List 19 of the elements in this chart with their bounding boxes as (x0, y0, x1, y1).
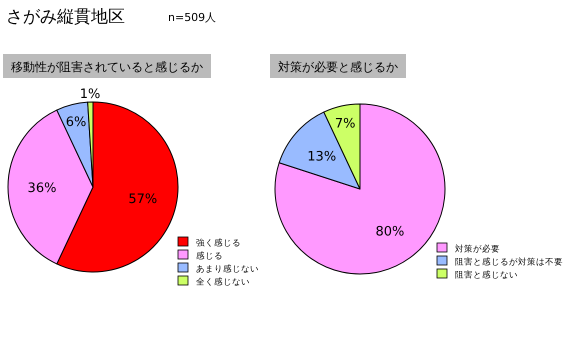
chart-title: 対策が必要と感じるか (278, 60, 398, 74)
legend-label: 強く感じる (196, 238, 241, 248)
chart-title: 移動性が阻害されていると感じるか (11, 60, 203, 74)
data-label: 7% (334, 116, 356, 132)
legend-label: 阻害と感じるが対策は不要 (455, 256, 563, 268)
legend-label: 阻害と感じない (455, 270, 518, 280)
legend-label: 対策が必要 (455, 244, 500, 254)
legend-label: あまり感じない (196, 264, 259, 274)
legend-label: 感じる (196, 250, 223, 262)
text: n=509人 (168, 11, 216, 24)
data-label: 80% (376, 224, 404, 240)
data-label: 57% (128, 192, 158, 208)
data-label: 36% (28, 181, 56, 196)
pie-slice (274, 104, 446, 274)
data-label: 13% (307, 149, 336, 164)
data-label: 6% (66, 115, 86, 130)
text: さがみ縦貫地区 (6, 7, 125, 27)
data-label: 1% (80, 87, 100, 102)
legend-label: 全く感じない (196, 276, 250, 288)
